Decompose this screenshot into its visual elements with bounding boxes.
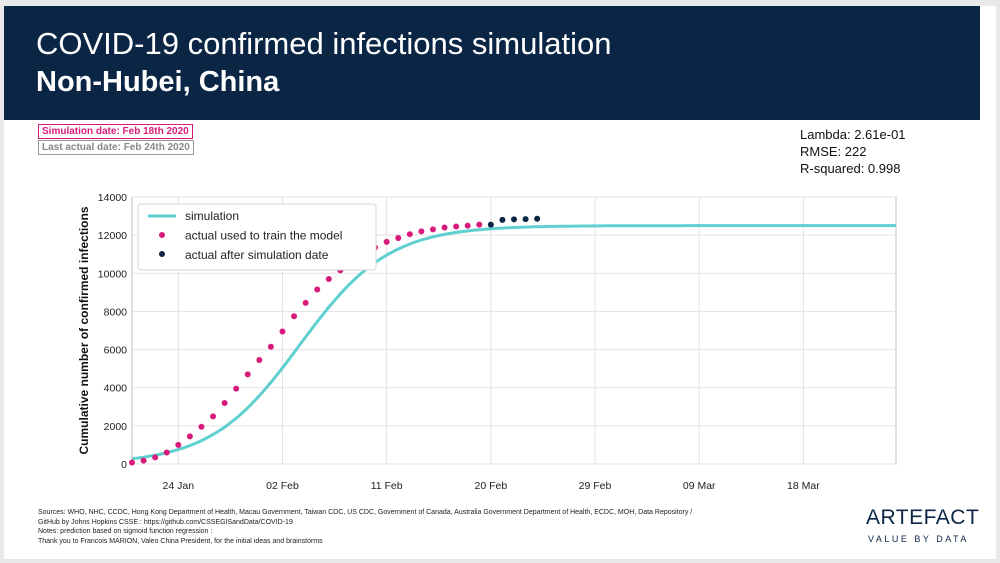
training-data-point <box>279 328 286 335</box>
model-stats: Lambda: 2.61e-01 RMSE: 222 R-squared: 0.… <box>800 126 906 177</box>
training-data-point <box>314 286 321 293</box>
footer-notes: Sources: WHO, NHC, CCDC, Hong Kong Depar… <box>38 508 828 546</box>
training-data-point <box>233 385 240 392</box>
training-data-point <box>256 357 263 364</box>
training-data-point <box>291 313 298 320</box>
page-subtitle: Non-Hubei, China <box>36 66 280 98</box>
post-simulation-data-point <box>499 216 506 223</box>
legend-post-label: actual after simulation date <box>185 248 329 262</box>
training-data-point <box>441 224 448 231</box>
training-data-point <box>129 459 135 466</box>
x-tick-label: 20 Feb <box>474 480 507 492</box>
training-data-point <box>163 449 170 456</box>
legend-training-swatch <box>159 232 165 238</box>
rmse-stat: RMSE: 222 <box>800 144 867 159</box>
y-tick-label: 14000 <box>98 192 127 204</box>
footer-github: GitHub by Johns Hopkins CSSE : https://g… <box>38 518 293 526</box>
legend-box <box>137 203 377 271</box>
x-tick-label: 24 Jan <box>163 480 195 492</box>
y-axis-label: Cumulative number of confirmed infection… <box>77 206 91 454</box>
post-simulation-data-point <box>522 216 529 223</box>
training-data-point <box>406 231 413 238</box>
y-tick-label: 2000 <box>104 421 128 433</box>
legend-training-label: actual used to train the model <box>185 229 342 243</box>
x-tick-label: 09 Mar <box>683 480 716 492</box>
simulation-date-tag: Simulation date: Feb 18th 2020 <box>38 124 193 139</box>
y-tick-label: 6000 <box>104 345 128 357</box>
training-data-point <box>175 441 182 448</box>
y-tick-label: 10000 <box>98 268 127 280</box>
training-data-point <box>244 371 251 378</box>
training-data-point <box>210 413 217 420</box>
r-squared-stat: R-squared: 0.998 <box>800 161 901 176</box>
y-tick-label: 8000 <box>104 306 128 318</box>
artefact-tagline: VALUE BY DATA <box>868 534 969 544</box>
training-data-point <box>453 223 460 230</box>
slide: COVID-19 confirmed infections simulation… <box>4 6 996 559</box>
page-title: COVID-19 confirmed infections simulation <box>36 26 612 61</box>
post-simulation-data-point <box>534 215 541 222</box>
x-tick-label: 11 Feb <box>371 480 403 492</box>
training-data-point <box>186 433 193 440</box>
footer-sources: Sources: WHO, NHC, CCDC, Hong Kong Depar… <box>38 509 693 516</box>
training-data-point <box>325 276 332 283</box>
last-actual-date-tag: Last actual date: Feb 24th 2020 <box>38 140 194 155</box>
y-tick-label: 4000 <box>104 383 128 395</box>
post-simulation-data-point <box>487 221 494 228</box>
training-data-point <box>302 299 309 306</box>
training-data-point <box>395 235 402 242</box>
y-tick-label: 0 <box>121 459 127 471</box>
training-data-point <box>383 238 390 245</box>
training-data-point <box>152 454 159 461</box>
x-tick-label: 02 Feb <box>266 480 299 492</box>
training-data-point <box>267 343 274 350</box>
simulation-line <box>131 224 896 461</box>
legend-simulation-label: simulation <box>185 209 239 223</box>
training-data-point <box>429 226 436 233</box>
legend-post-swatch <box>159 251 165 257</box>
x-tick-label: 18 Mar <box>787 480 820 492</box>
training-data-point <box>198 423 205 430</box>
x-tick-label: 29 Feb <box>579 480 612 492</box>
lambda-stat: Lambda: 2.61e-01 <box>800 127 906 142</box>
y-tick-label: 12000 <box>98 230 127 242</box>
infections-chart: 0 2000 4000 6000 8000 10000 12000 14000 24 Jan 02… <box>77 192 897 492</box>
footer-thanks: Thank you to Francois MARION, Valeo Chin… <box>38 537 323 545</box>
training-data-point <box>464 222 471 229</box>
post-simulation-data-point <box>511 216 517 223</box>
training-data-point <box>140 457 147 464</box>
training-data-point <box>418 228 425 235</box>
footer-notes-line: Notes: prediction based on sigmoid funct… <box>38 528 213 535</box>
header-banner: COVID-19 confirmed infections simulation… <box>4 6 980 120</box>
training-data-point <box>221 399 228 406</box>
artefact-logo: ARTEFACT <box>866 506 980 529</box>
training-data-point <box>476 221 483 228</box>
